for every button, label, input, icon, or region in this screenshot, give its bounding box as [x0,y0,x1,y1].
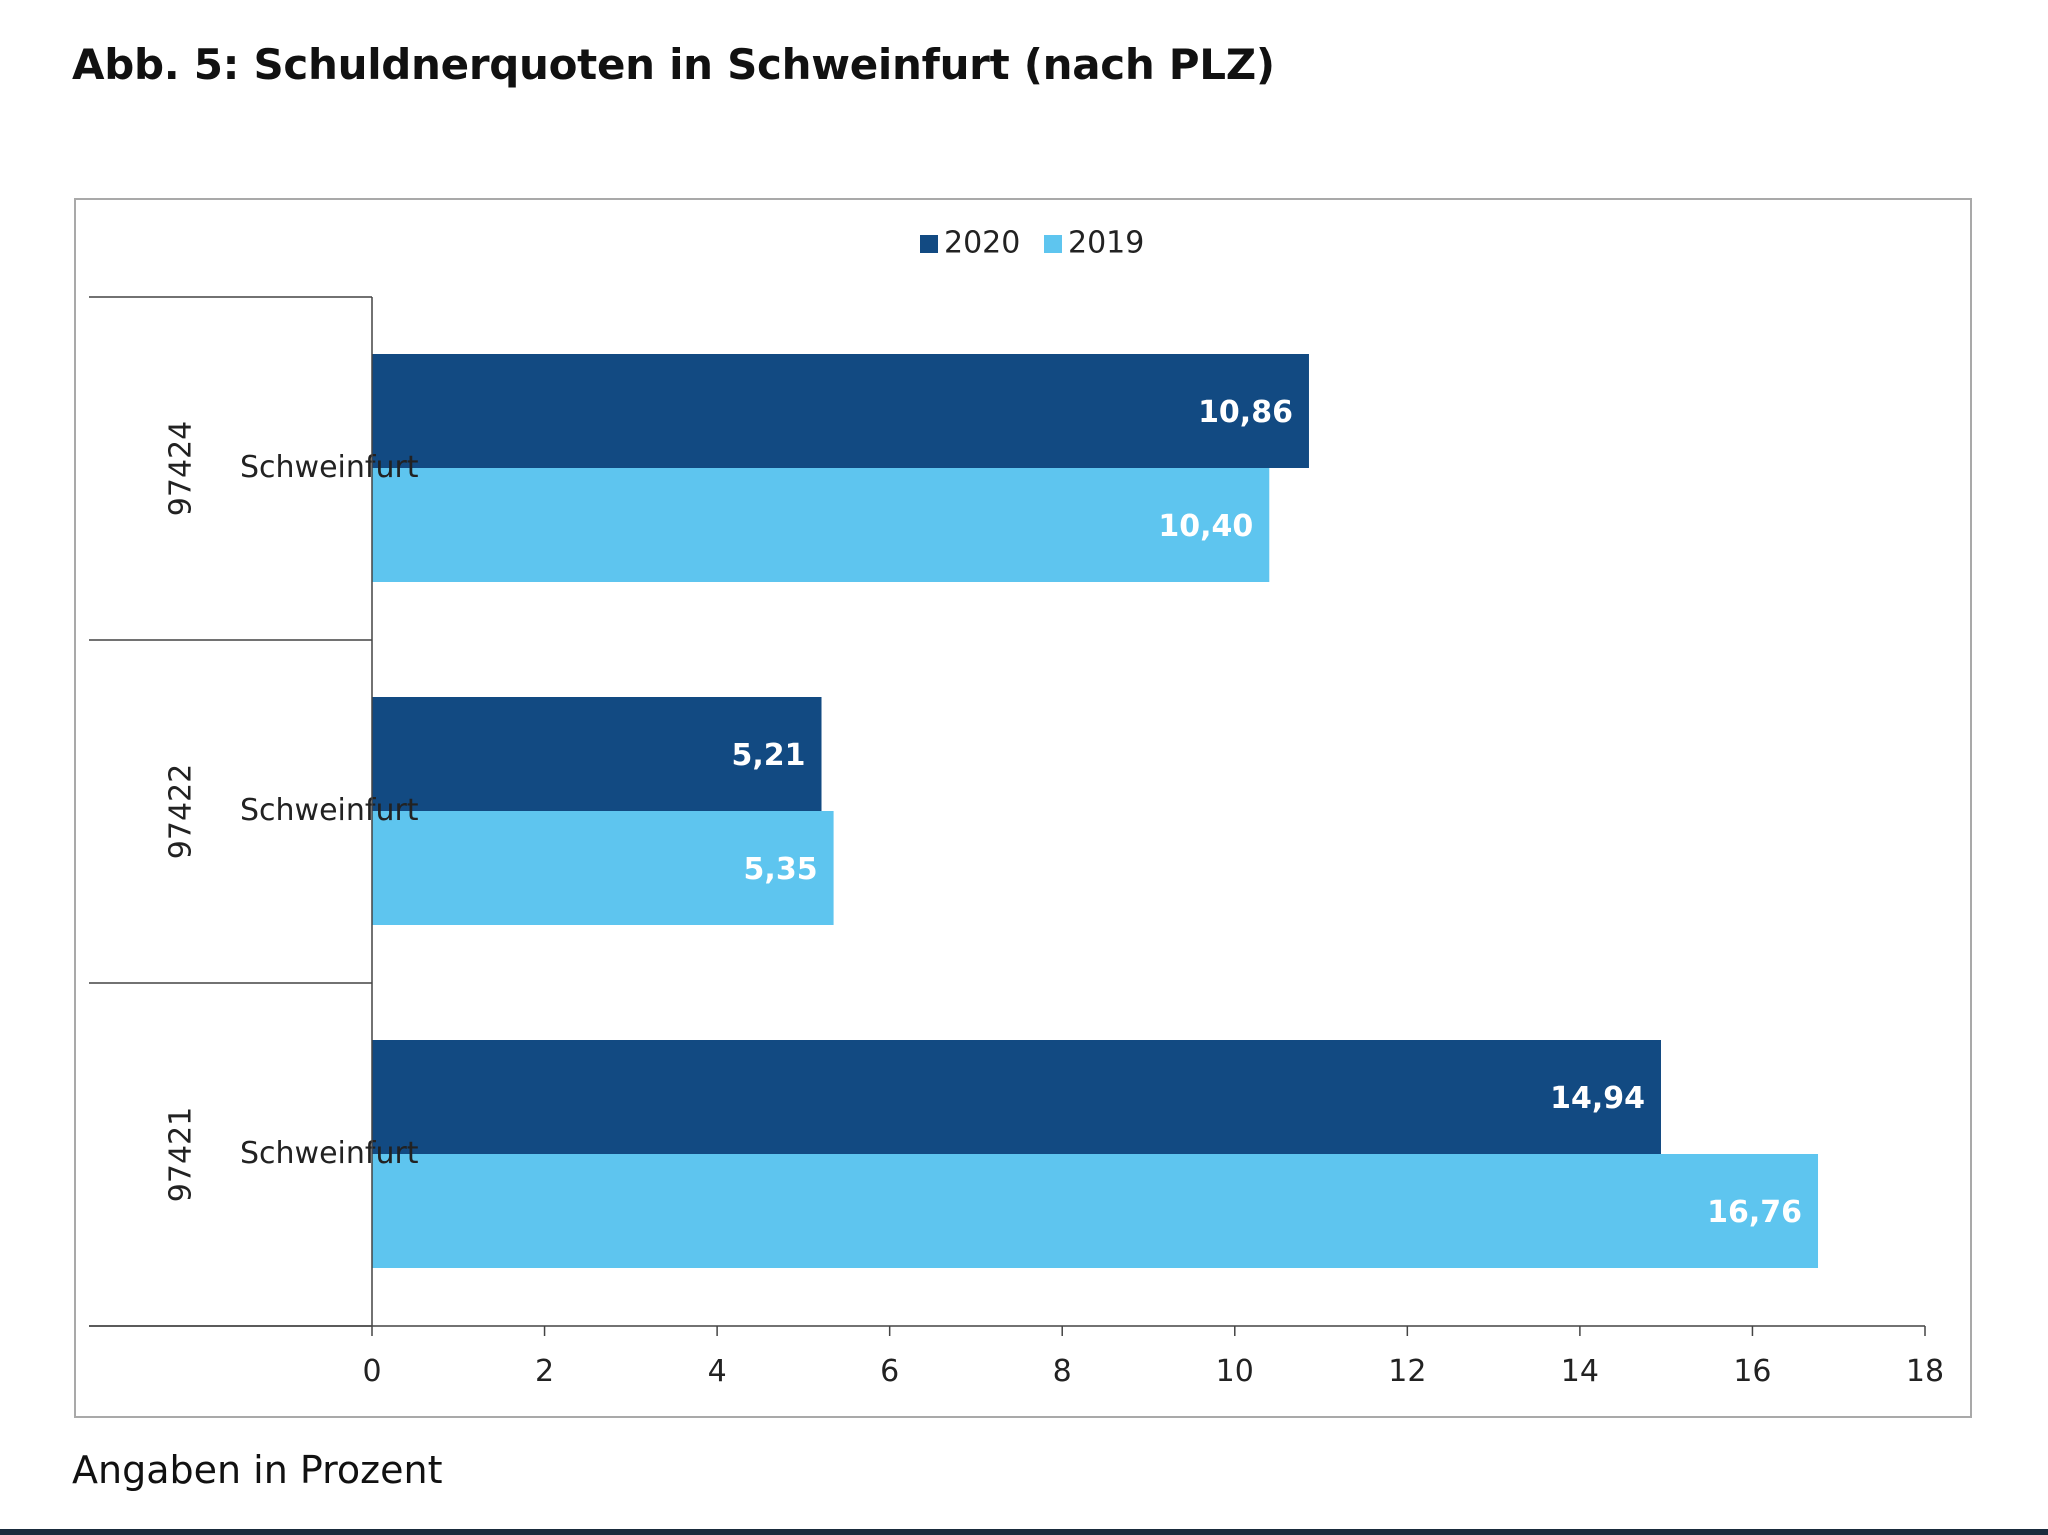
x-tick-label: 16 [1733,1354,1771,1389]
data-label-2019-97421: 16,76 [1707,1195,1802,1230]
data-label-2020-97424: 10,86 [1198,395,1293,430]
bar-2019-97421 [372,1154,1819,1268]
figure-title: Abb. 5: Schuldnerquoten in Schweinfurt (… [72,40,1275,89]
data-label-2020-97422: 5,21 [731,738,805,773]
chart-footnote: Angaben in Prozent [72,1448,443,1492]
legend-label-2020: 2020 [944,226,1020,261]
x-tick-label: 10 [1216,1354,1254,1389]
x-tick-label: 2 [535,1354,554,1389]
data-label-2019-97422: 5,35 [744,852,818,887]
bar-2020-97422 [372,697,822,811]
chart-frame: 10,86 10,40 97424 Schweinfurt 5,21 5,35 97422 S… [74,198,1972,1418]
category-name-label: Schweinfurt [240,450,419,485]
x-tick-label: 4 [708,1354,727,1389]
category-plz-label: 97424 [164,421,199,516]
category-name-label: Schweinfurt [240,1136,419,1171]
bar-2019-97424 [372,468,1270,582]
x-tick-label: 14 [1561,1354,1599,1389]
bar-chart: 10,86 10,40 97424 Schweinfurt 5,21 5,35 97422 S… [89,226,1944,1389]
x-tick-label: 12 [1388,1354,1426,1389]
bar-2019-97422 [372,811,834,925]
x-tick-label: 0 [362,1354,381,1389]
category-name-label: Schweinfurt [240,793,419,828]
data-label-2019-97424: 10,40 [1158,509,1253,544]
bottom-rule [0,1529,2048,1535]
data-label-2020-97421: 14,94 [1550,1081,1645,1116]
x-tick-label: 6 [880,1354,899,1389]
legend-swatch-2019 [1044,235,1062,253]
bar-2020-97421 [372,1040,1661,1154]
x-tick-label: 8 [1053,1354,1072,1389]
x-tick-label: 18 [1906,1354,1944,1389]
category-plz-label: 97422 [164,764,199,859]
category-plz-label: 97421 [164,1107,199,1202]
legend-label-2019: 2019 [1068,226,1144,261]
legend-swatch-2020 [920,235,938,253]
bar-2020-97424 [372,354,1309,468]
